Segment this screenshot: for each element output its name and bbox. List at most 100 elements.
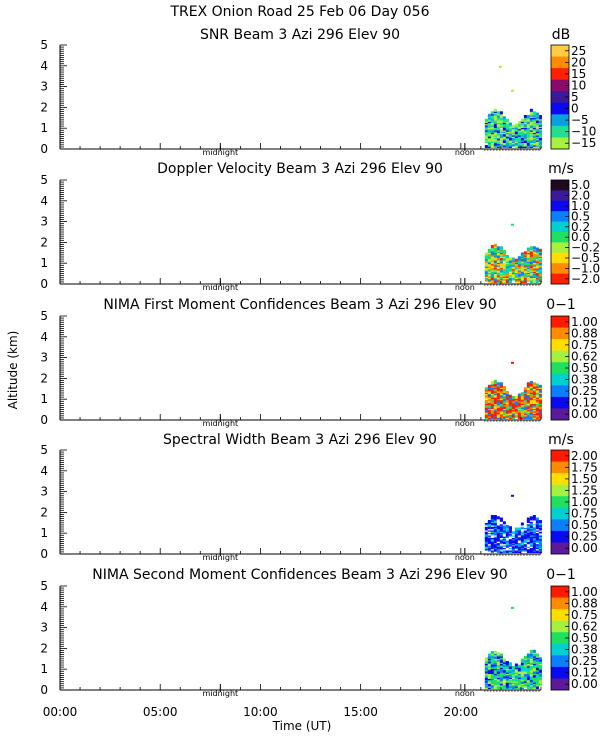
data-cell xyxy=(490,673,494,677)
y-tick-label: 4 xyxy=(40,600,48,614)
data-cell xyxy=(514,258,518,262)
colorbar-swatch xyxy=(551,68,569,80)
data-cell xyxy=(502,521,506,525)
data-cell xyxy=(538,542,542,546)
data-cell xyxy=(529,677,533,681)
data-cell xyxy=(493,401,497,404)
data-cell xyxy=(526,517,530,521)
data-cell xyxy=(526,397,530,401)
colorbar-swatch xyxy=(551,91,569,104)
data-cell xyxy=(511,666,515,669)
data-cell xyxy=(505,661,509,664)
data-cell xyxy=(496,120,500,123)
colorbar: 5.02.01.00.50.20.0−0.2−0.5−1.0−2.0 xyxy=(550,178,600,286)
data-cell xyxy=(532,543,536,547)
data-cell xyxy=(487,113,491,117)
data-cell xyxy=(490,381,494,384)
x-tick-label: 20:00 xyxy=(444,705,479,719)
data-cell xyxy=(505,407,509,411)
data-cell xyxy=(523,668,527,672)
data-cell xyxy=(496,252,500,256)
data-cell xyxy=(529,121,533,125)
data-cell xyxy=(529,659,533,663)
data-cell xyxy=(490,391,494,394)
colorbar-swatch xyxy=(551,350,569,363)
data-cell xyxy=(499,111,503,115)
midnight-label: midnight xyxy=(202,419,238,428)
data-cell xyxy=(505,409,509,413)
data-cell xyxy=(538,657,542,661)
data-cell xyxy=(538,120,542,123)
data-cell xyxy=(529,653,533,657)
data-cell xyxy=(529,649,533,653)
data-cell xyxy=(514,268,518,272)
data-cell xyxy=(490,143,494,147)
colorbar-swatch xyxy=(551,339,569,351)
data-cell xyxy=(514,530,518,533)
data-cell xyxy=(517,393,521,397)
data-cell xyxy=(538,540,542,543)
colorbar-swatch xyxy=(551,102,569,115)
data-cell xyxy=(535,520,539,523)
data-cell xyxy=(490,245,494,248)
data-cell xyxy=(490,679,494,683)
data-cell xyxy=(508,137,512,141)
data-cell xyxy=(529,108,533,112)
x-tick-label: 00:00 xyxy=(43,705,78,719)
data-cell xyxy=(535,394,539,398)
panel-5: NIMA Second Moment Confidences Beam 3 Az… xyxy=(40,567,597,698)
colorbar-swatch xyxy=(551,327,569,340)
data-speck xyxy=(510,606,514,609)
data-cell xyxy=(538,137,542,141)
data-cell xyxy=(499,546,503,550)
data-cell xyxy=(532,671,536,674)
data-cell xyxy=(496,516,500,520)
data-cell xyxy=(535,247,539,251)
data-speck xyxy=(498,65,502,68)
data-cell xyxy=(490,515,494,518)
data-cell xyxy=(493,679,497,683)
colorbar-swatch xyxy=(551,45,569,57)
data-cell xyxy=(538,384,542,388)
data-cell xyxy=(508,530,512,533)
data-cell xyxy=(535,545,539,548)
data-cell xyxy=(523,406,527,409)
colorbar-swatch xyxy=(551,519,569,532)
data-cell xyxy=(508,257,512,261)
data-cell xyxy=(496,117,500,121)
midnight-label: midnight xyxy=(202,148,238,157)
colorbar-label: 15 xyxy=(571,67,586,81)
data-cell xyxy=(514,677,518,681)
data-cell xyxy=(490,267,494,271)
data-cell xyxy=(523,251,527,255)
data-cell xyxy=(526,128,530,132)
data-cell xyxy=(520,128,524,132)
data-cell xyxy=(535,278,539,282)
colorbar-label: 20 xyxy=(571,55,586,69)
data-cell xyxy=(523,123,527,127)
colorbar-label: 0.25 xyxy=(571,530,598,544)
colorbar-label: 1.00 xyxy=(571,495,598,509)
data-cell xyxy=(532,278,536,282)
data-cell xyxy=(502,116,506,120)
colorbar-label: 0.88 xyxy=(571,326,598,340)
data-cell xyxy=(502,658,506,662)
colorbar-label: 1.25 xyxy=(571,483,598,497)
colorbar: 1.000.880.750.620.500.380.250.120.00 xyxy=(550,585,598,691)
data-cell xyxy=(511,671,515,674)
colorbar-swatch xyxy=(551,221,569,233)
colorbar-swatch xyxy=(551,655,569,668)
data-cell xyxy=(487,411,491,414)
data-cell xyxy=(496,664,500,668)
data-cell xyxy=(511,137,515,141)
data-cell xyxy=(538,248,542,252)
colorbar-swatch xyxy=(551,79,569,92)
y-tick-label: 3 xyxy=(40,621,48,635)
data-cell xyxy=(496,127,500,131)
data-cell xyxy=(517,266,521,270)
data-cell xyxy=(493,656,497,659)
data-cell xyxy=(523,401,527,404)
colorbar-swatch xyxy=(551,137,569,150)
data-region xyxy=(484,606,542,689)
data-cell xyxy=(511,414,515,418)
